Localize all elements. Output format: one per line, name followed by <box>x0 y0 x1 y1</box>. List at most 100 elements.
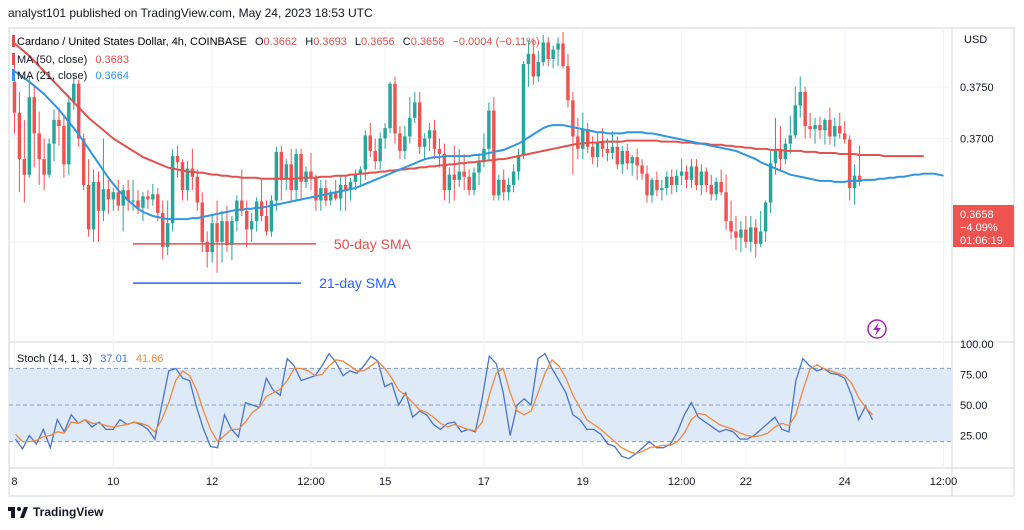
candle <box>190 148 195 191</box>
candle-body <box>195 176 200 203</box>
candle <box>151 183 155 206</box>
candle-body <box>660 188 664 191</box>
candle <box>180 159 185 201</box>
candle <box>793 86 798 139</box>
candle <box>37 111 41 185</box>
ma21-legend-value: 0.3664 <box>95 70 129 82</box>
candle-body <box>368 135 373 151</box>
candle <box>581 112 585 160</box>
candle-body <box>600 141 605 149</box>
candle-body <box>447 174 452 191</box>
candle-body <box>442 154 447 191</box>
legend-toggle-icon[interactable] <box>12 35 15 47</box>
candle <box>185 161 190 201</box>
candle <box>566 53 570 108</box>
candle-body <box>704 171 709 185</box>
price-tag: 0.3658 −4.09% 01:06:19 <box>953 205 1014 247</box>
ma21-toggle-icon[interactable] <box>12 69 15 81</box>
candle-body <box>432 130 437 149</box>
low-label: L <box>355 36 361 48</box>
candle-body <box>665 176 669 189</box>
candle <box>773 117 778 175</box>
candle <box>230 216 234 261</box>
candle-body <box>556 43 560 50</box>
candle-body <box>121 190 125 206</box>
candle-body <box>329 192 333 201</box>
candle-body <box>828 119 832 137</box>
candle <box>353 169 358 191</box>
candle <box>852 164 857 205</box>
candle-body <box>403 136 407 151</box>
candle <box>86 159 91 237</box>
time-tick-label: 17 <box>478 476 490 488</box>
candle <box>269 195 274 237</box>
candle <box>442 143 447 201</box>
candle-body <box>842 133 847 140</box>
candle <box>808 112 812 139</box>
candle-body <box>754 227 758 244</box>
candle-body <box>670 176 674 185</box>
candle <box>610 131 615 160</box>
candle <box>299 148 303 201</box>
candle <box>358 166 363 187</box>
candle <box>210 216 214 263</box>
candle <box>497 174 501 201</box>
candle <box>106 179 111 214</box>
candle <box>571 92 575 175</box>
candle-body <box>363 135 368 170</box>
candle-body <box>679 171 684 176</box>
candle <box>452 145 457 201</box>
candle-body <box>240 200 244 211</box>
candle-body <box>269 200 274 232</box>
svg-text:Cardano / United States Dollar: Cardano / United States Dollar, 4h, COIN… <box>17 36 540 48</box>
lightning-icon[interactable] <box>867 319 887 339</box>
candle-body <box>259 201 264 216</box>
candle <box>457 148 461 188</box>
candle-body <box>17 112 22 160</box>
candle <box>294 148 298 201</box>
candle <box>734 216 738 251</box>
candle <box>146 190 150 209</box>
candle-body <box>170 156 175 224</box>
annotations: 50-day SMA 21-day SMA <box>133 236 412 291</box>
candle <box>289 148 293 201</box>
price-tag-change: −4.09% <box>960 222 998 234</box>
candle <box>249 212 254 242</box>
candle <box>521 61 526 160</box>
time-tick-label: 12 <box>206 476 218 488</box>
candle <box>368 123 373 158</box>
candle-body <box>571 100 575 137</box>
tradingview-logo-icon[interactable] <box>8 505 28 519</box>
ma50-toggle-icon[interactable] <box>12 53 15 65</box>
candle-body <box>413 102 417 118</box>
candle <box>17 92 22 193</box>
candle <box>679 159 684 185</box>
candle <box>170 148 175 232</box>
candle <box>660 179 664 201</box>
candle-body <box>640 165 644 174</box>
candle-body <box>590 146 595 158</box>
candle <box>235 195 239 232</box>
candle-body <box>694 166 699 185</box>
candle-body <box>615 146 620 165</box>
candle-body <box>630 157 634 164</box>
candle-body <box>230 221 234 245</box>
candle <box>803 86 807 139</box>
candle-body <box>72 83 76 103</box>
stoch-tick-label: 100.00 <box>960 339 994 351</box>
candle <box>576 117 580 160</box>
currency-label: USD <box>964 34 987 46</box>
candle-body <box>274 151 279 201</box>
candle-body <box>245 210 249 230</box>
annotation-label: 50-day SMA <box>334 236 412 252</box>
footer-brand[interactable]: TradingView <box>33 505 104 519</box>
candle <box>556 37 560 67</box>
candle <box>650 177 654 203</box>
candle <box>121 185 125 232</box>
candle-body <box>86 185 91 230</box>
legend: Cardano / United States Dollar, 4h, COIN… <box>12 35 540 365</box>
price-tag-box <box>953 205 1014 247</box>
candle <box>427 123 432 151</box>
candle-body <box>823 119 827 131</box>
